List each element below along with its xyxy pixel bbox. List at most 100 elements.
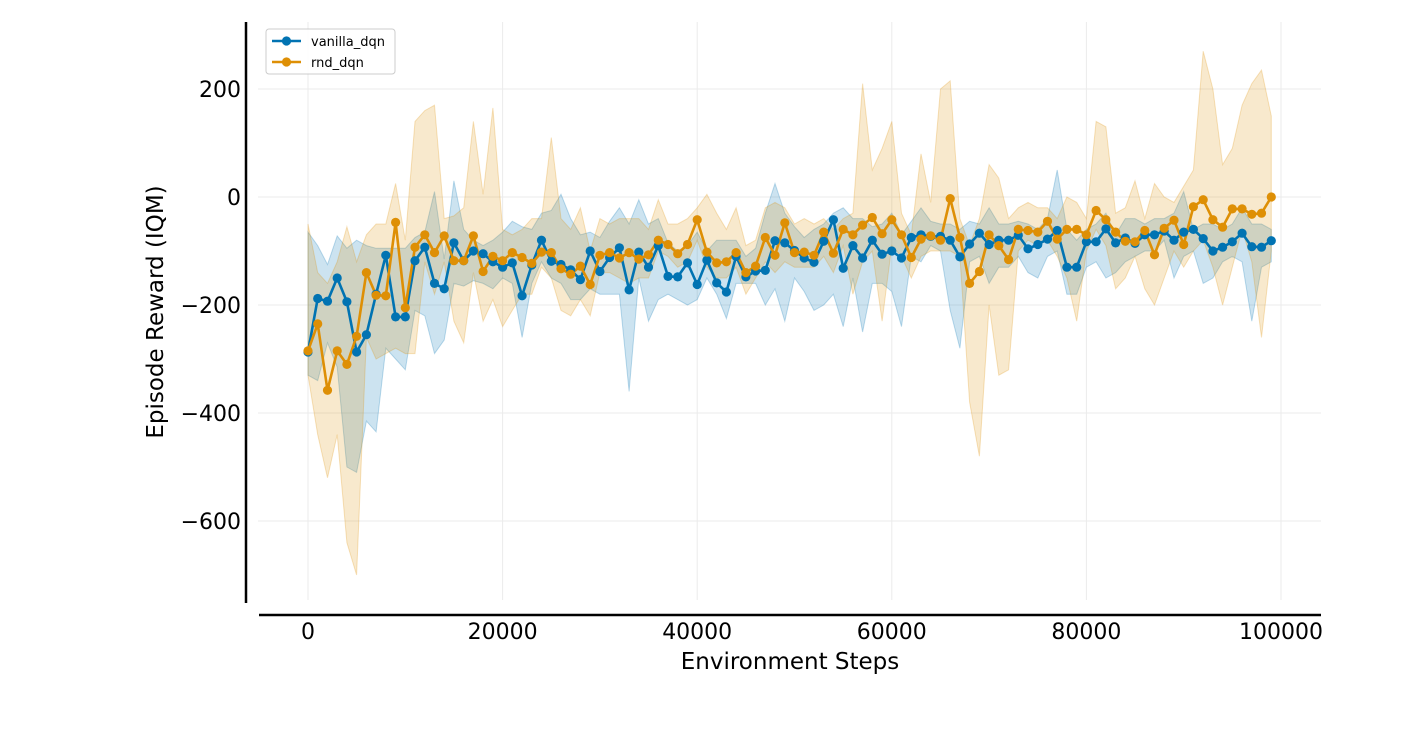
vanilla_dqn-point — [867, 235, 877, 245]
vanilla_dqn-point — [634, 247, 644, 257]
vanilla_dqn-point — [984, 239, 994, 250]
rnd_dqn-point — [371, 290, 381, 300]
vanilla_dqn-point — [663, 271, 673, 281]
rnd_dqn-point — [1072, 224, 1082, 234]
rnd_dqn-point — [1052, 234, 1062, 244]
x-axis-title: Environment Steps — [681, 649, 900, 675]
rnd_dqn-point — [1247, 209, 1257, 219]
rnd_dqn-point — [342, 359, 352, 369]
vanilla_dqn-point — [1081, 237, 1091, 247]
legend-swatch-marker — [281, 36, 292, 46]
rnd_dqn-point — [1227, 204, 1237, 214]
vanilla_dqn-point — [429, 278, 440, 288]
vanilla_dqn-point — [352, 347, 362, 357]
rnd_dqn-point — [760, 232, 770, 243]
legend: vanilla_dqn rnd_dqn — [265, 28, 396, 75]
rnd_dqn-point — [780, 218, 790, 228]
vanilla_dqn-point — [507, 258, 517, 268]
rnd_dqn-point — [488, 251, 498, 261]
vanilla_dqn-point — [400, 312, 410, 322]
rnd_dqn-point — [1062, 224, 1072, 234]
rnd_dqn-point — [449, 256, 459, 266]
vanilla_dqn-point — [712, 278, 722, 288]
rnd_dqn-point — [663, 239, 673, 250]
legend-label: vanilla_dqn — [311, 35, 385, 50]
vanilla_dqn-point — [614, 243, 625, 253]
rnd_dqn-point — [575, 261, 586, 271]
rnd_dqn-point — [916, 234, 926, 244]
rnd_dqn-point — [1033, 227, 1043, 237]
tick-labels: 0 20000 40000 60000 80000 100000 200 0 −200 −400 −… — [181, 78, 1323, 645]
x-tick-label: 0 — [301, 620, 315, 645]
y-tick-label: −600 — [181, 510, 241, 535]
x-tick-label: 100000 — [1239, 620, 1323, 645]
vanilla_dqn-point — [536, 235, 547, 245]
rnd_dqn-point — [468, 231, 478, 241]
rnd_dqn-point — [478, 266, 488, 277]
rnd_dqn-point — [459, 256, 469, 266]
rnd_dqn-point — [799, 247, 809, 257]
vanilla_dqn-point — [838, 263, 848, 273]
rnd_dqn-point — [974, 266, 985, 277]
vanilla_dqn-point — [498, 262, 508, 272]
rnd_dqn-point — [507, 248, 517, 258]
x-tick-label: 20000 — [468, 620, 538, 645]
series-lines — [306, 196, 1273, 392]
rnd_dqn-point — [741, 268, 751, 278]
vanilla_dqn-point — [1149, 230, 1160, 240]
vanilla_dqn-point — [1111, 238, 1121, 248]
confidence-bands — [307, 51, 1272, 576]
rnd_dqn-point — [896, 230, 907, 240]
vanilla_dqn-point — [1208, 246, 1218, 256]
rnd_dqn-point — [556, 264, 566, 274]
vanilla_dqn-point — [1227, 237, 1237, 247]
vanilla_dqn-point — [595, 266, 605, 277]
vanilla_dqn-point — [828, 215, 839, 225]
vanilla_dqn-point — [1237, 228, 1247, 238]
vanilla_dqn-point — [1072, 262, 1082, 272]
rnd_dqn-point — [819, 227, 829, 237]
rnd_dqn-point — [653, 235, 663, 245]
vanilla_dqn-point — [624, 285, 634, 295]
rnd_dqn-point — [313, 319, 323, 329]
axes — [244, 22, 1321, 617]
y-tick-label: −200 — [181, 294, 241, 319]
rnd_dqn-point — [673, 249, 683, 259]
rnd_dqn-point — [1169, 215, 1179, 225]
vanilla_dqn-point — [1052, 225, 1062, 236]
rnd_dqn-band — [307, 51, 1272, 576]
vanilla_dqn-point — [1179, 227, 1189, 237]
vanilla_dqn-point — [643, 262, 654, 272]
vanilla_dqn-point — [420, 242, 430, 252]
vanilla_dqn-point — [478, 249, 488, 259]
rnd_dqn-point — [1120, 236, 1130, 246]
rnd_dqn-point — [926, 231, 936, 241]
vanilla_dqn-point — [887, 246, 897, 256]
rnd_dqn-point — [1042, 216, 1053, 226]
vanilla_dqn-point — [965, 239, 975, 249]
rnd_dqn-point — [410, 242, 420, 252]
rnd_dqn-point — [945, 194, 955, 204]
rnd_dqn-point — [1266, 192, 1276, 202]
vanilla_dqn-point — [449, 238, 459, 248]
vanilla_dqn-point — [906, 232, 916, 243]
rnd_dqn-point — [527, 258, 537, 268]
rnd_dqn-point — [429, 248, 440, 258]
vanilla_dqn-point — [974, 228, 985, 238]
rnd_dqn-point — [585, 279, 595, 290]
rnd_dqn-point — [605, 248, 615, 258]
series-markers — [303, 192, 1276, 395]
rnd_dqn-point — [1013, 224, 1023, 234]
vanilla_dqn-point — [381, 250, 391, 260]
vanilla_dqn-point — [1247, 242, 1257, 252]
rnd_dqn-point — [1091, 205, 1101, 216]
vanilla_dqn-point — [468, 246, 478, 256]
rnd_dqn-point — [1004, 255, 1014, 265]
rnd_dqn-point — [1023, 225, 1033, 236]
vanilla_dqn-point — [361, 330, 371, 340]
vanilla_dqn-point — [1091, 237, 1101, 247]
vanilla_dqn-point — [342, 297, 352, 307]
rnd_dqn-line — [306, 196, 1273, 392]
rnd_dqn-point — [789, 248, 800, 258]
